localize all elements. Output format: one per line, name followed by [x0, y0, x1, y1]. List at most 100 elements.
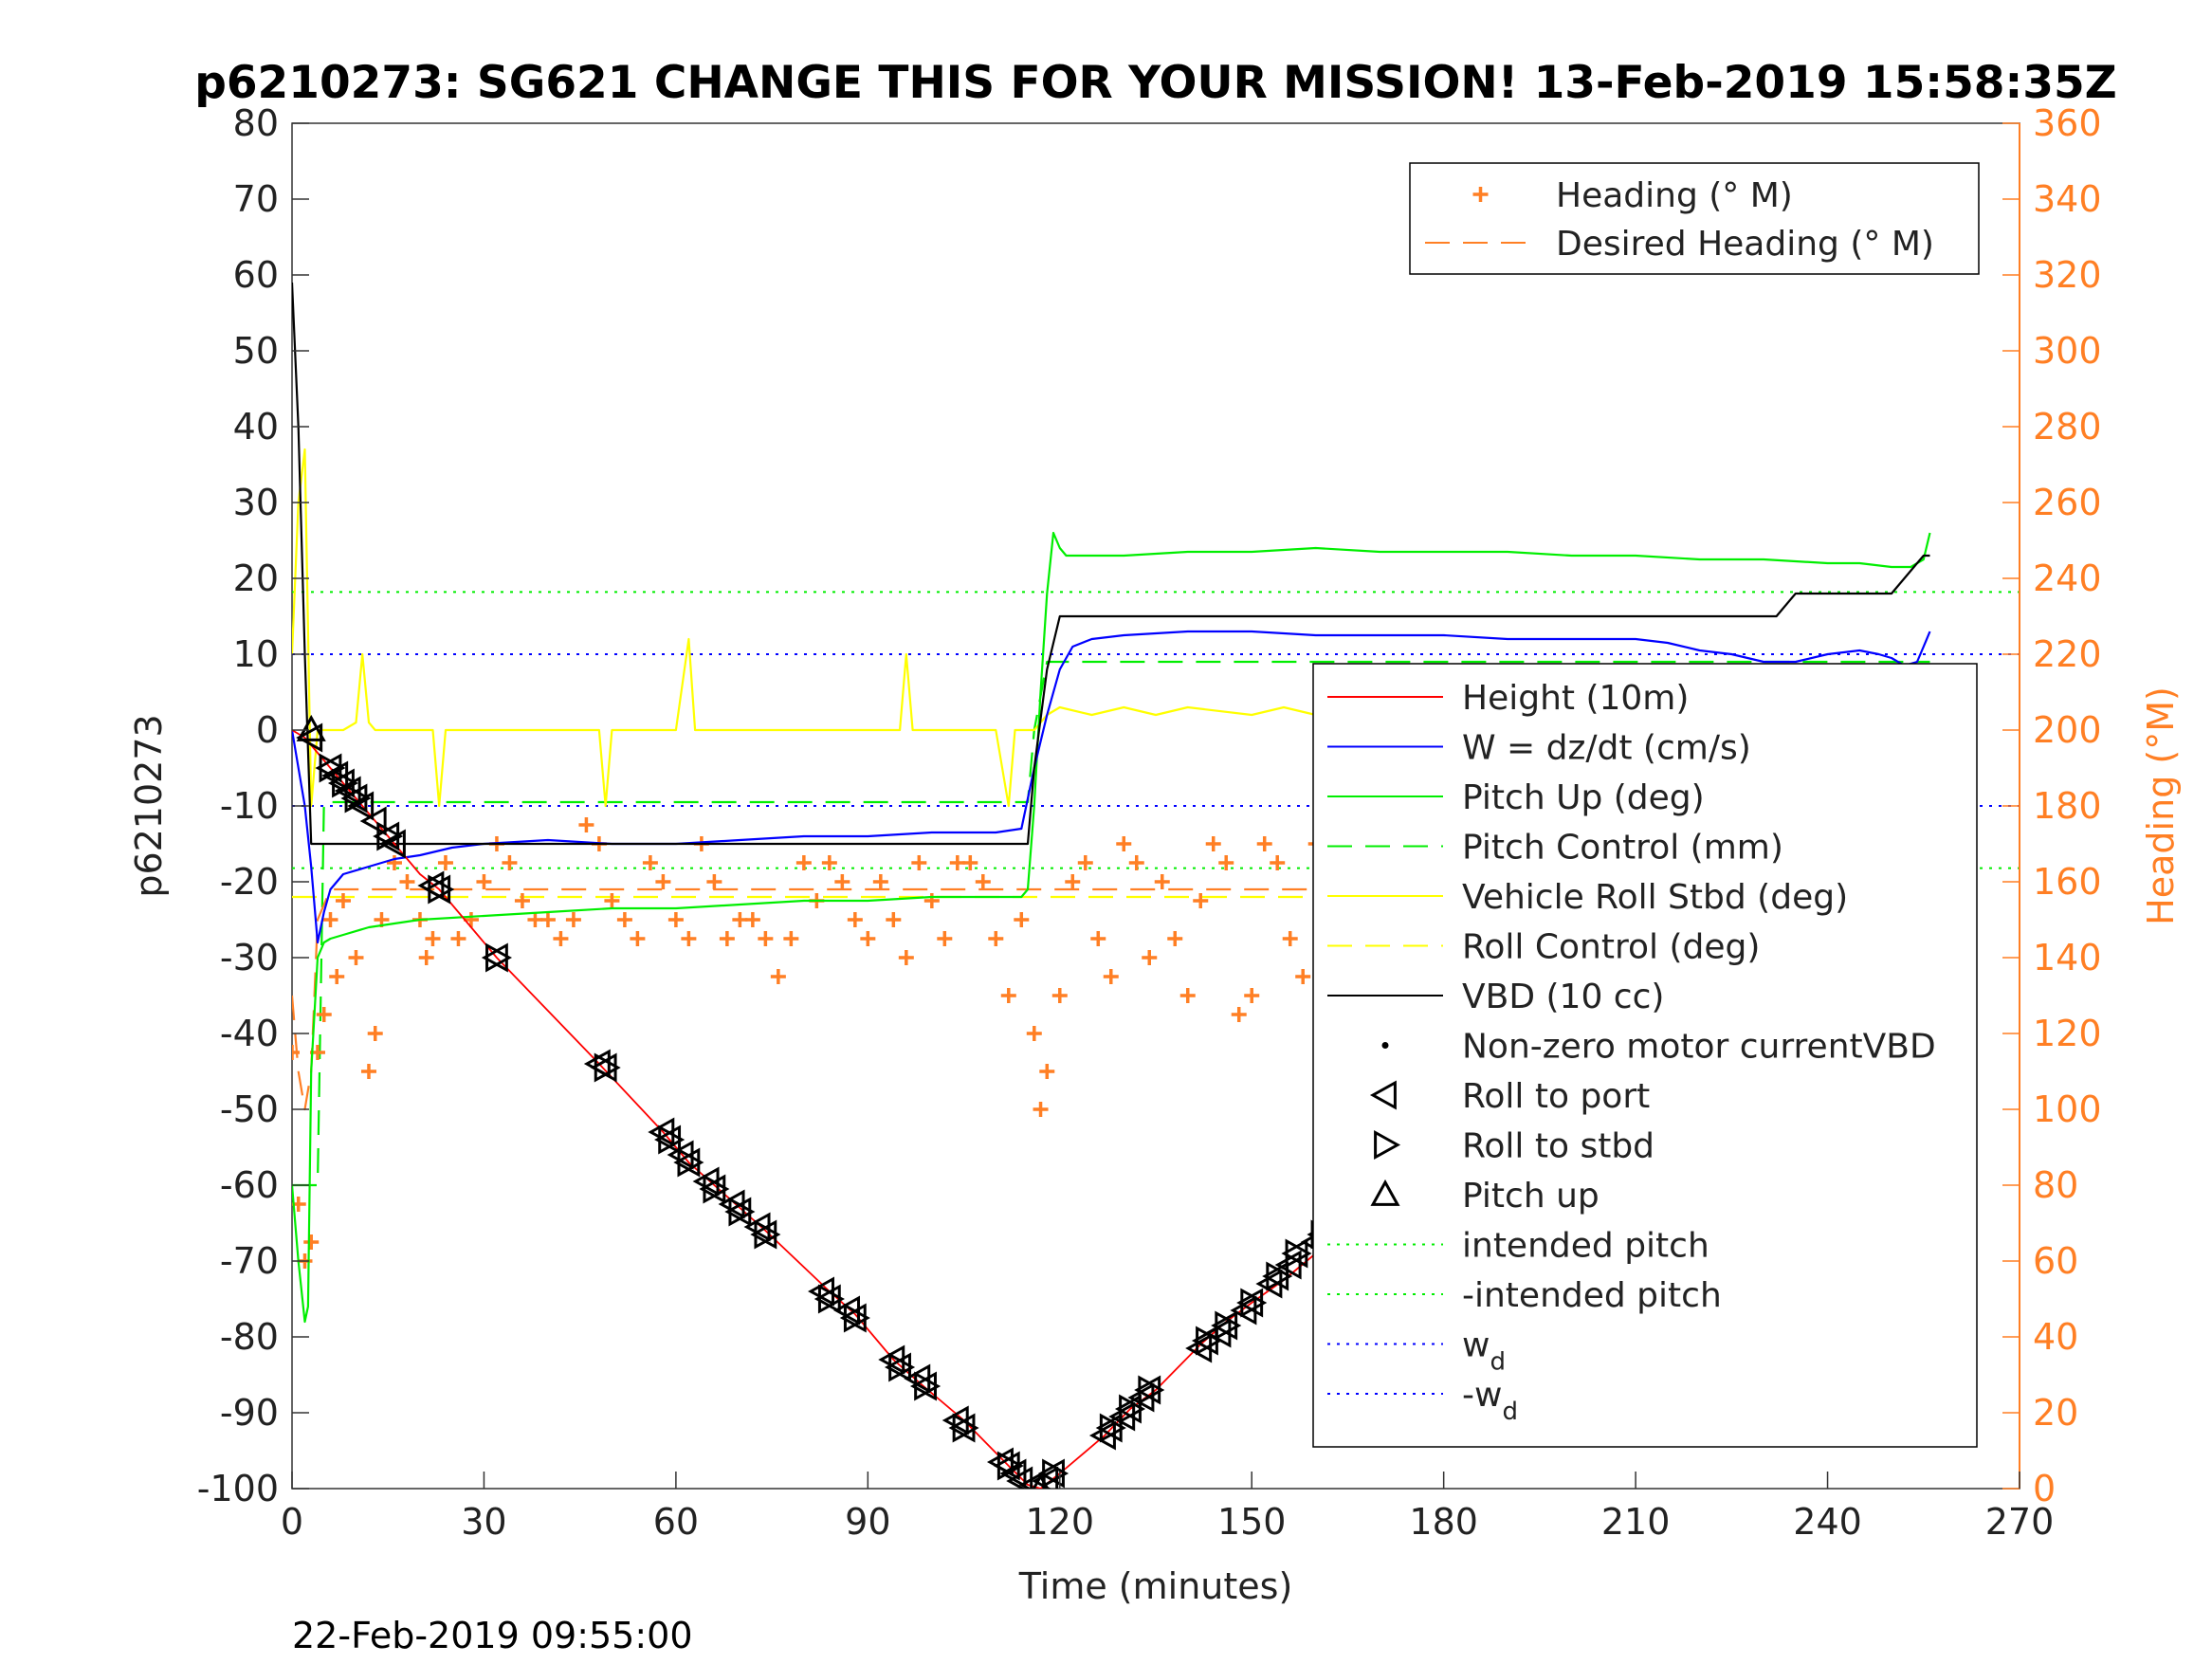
roll-to-port-marker — [347, 791, 375, 821]
y-tick-label: 10 — [233, 633, 279, 675]
legend-swatch — [1381, 1042, 1389, 1049]
roll-to-stbd-marker — [843, 1303, 870, 1333]
legend-label-subscript: d — [1490, 1348, 1506, 1377]
heading-point — [1193, 893, 1209, 908]
right-axis: 0 20 40 60 80 100 120 140 160 180 200 220 240 260 280 3… — [2002, 102, 2102, 1509]
roll-to-stbd-marker — [1215, 1310, 1242, 1341]
roll-to-stbd-marker — [1119, 1394, 1146, 1424]
heading-point — [1065, 874, 1081, 889]
roll-to-stbd-marker — [1099, 1413, 1126, 1443]
y2-tick-label: 300 — [2033, 330, 2102, 372]
heading-point — [962, 855, 978, 870]
legend-entry-intended-pitch-11: intended pitch — [1327, 1227, 1709, 1266]
series-pitch-up — [296, 714, 1050, 1489]
y-axis-label: p6210273 — [128, 714, 170, 897]
heading-point — [667, 912, 684, 927]
heading-point — [502, 855, 518, 870]
heading-point — [604, 893, 620, 908]
heading-point — [1231, 1007, 1247, 1022]
left-axis: -100-90-80-70-60-50-40-30-20-10010203040… — [197, 102, 309, 1509]
heading-point — [1128, 855, 1144, 870]
y2-tick-label: 260 — [2033, 482, 2102, 523]
heading-point — [1039, 1064, 1055, 1079]
heading-point — [578, 817, 594, 832]
heading-point — [898, 950, 914, 965]
heading-point — [329, 969, 345, 984]
heading-point — [463, 912, 479, 927]
heading-point — [642, 855, 658, 870]
heading-point — [476, 874, 492, 889]
x-tick-label: 30 — [461, 1501, 506, 1543]
y2-tick-label: 80 — [2033, 1164, 2078, 1206]
legend-entry-roll-to-port-8: Roll to port — [1369, 1077, 1650, 1116]
legend-label: intended pitch — [1462, 1227, 1709, 1266]
y2-tick-label: 40 — [2033, 1316, 2078, 1358]
heading-point — [681, 931, 697, 946]
right-axis-label: Heading (°M) — [2140, 686, 2182, 925]
x-tick-label: 270 — [1985, 1501, 2055, 1543]
heading-point — [923, 893, 940, 908]
heading-point — [1077, 855, 1093, 870]
heading-point — [1090, 931, 1106, 946]
heading-point — [303, 1234, 320, 1250]
roll-to-stbd-marker — [677, 1147, 704, 1178]
roll-to-stbd-marker — [485, 942, 513, 973]
heading-point — [655, 874, 671, 889]
heading-point — [975, 874, 991, 889]
heading-point — [514, 893, 530, 908]
heading-point — [565, 912, 581, 927]
heading-point — [1033, 1102, 1049, 1117]
y-tick-label: -40 — [220, 1013, 279, 1054]
y-tick-label: 20 — [233, 558, 279, 599]
x-axis-label: Time (minutes) — [1018, 1565, 1293, 1607]
roll-to-stbd-marker — [914, 1371, 941, 1401]
roll-to-port-marker — [359, 806, 387, 836]
roll-to-stbd-marker — [594, 1052, 621, 1083]
roll-to-stbd-marker — [888, 1352, 916, 1382]
legend-entry-heading-m-0: Heading (° M) — [1472, 176, 1793, 215]
y2-tick-label: 0 — [2033, 1468, 2056, 1509]
x-tick-label: 240 — [1793, 1501, 1862, 1543]
legend-swatch — [1472, 187, 1489, 202]
roll-to-stbd-marker — [1240, 1288, 1268, 1318]
legend-box — [1312, 663, 1978, 1448]
heading-point — [1205, 836, 1221, 851]
series-vbd-10-cc — [292, 282, 1930, 846]
legend-main: Height (10m) W = dz/dt (cm/s) Pitch Up (de… — [1312, 663, 1978, 1448]
legend-entry-pitch-up-10: Pitch up — [1370, 1177, 1600, 1216]
roll-to-stbd-marker — [952, 1413, 979, 1443]
legend-label: W = dz/dt (cm/s) — [1462, 729, 1751, 768]
legend-label: Height (10m) — [1462, 679, 1689, 718]
roll-to-stbd-marker — [728, 1197, 756, 1227]
y2-tick-label: 320 — [2033, 254, 2102, 296]
heading-point — [770, 969, 786, 984]
y2-tick-label: 140 — [2033, 937, 2102, 978]
vbd-10-cc-line — [292, 282, 1930, 846]
y-tick-label: 40 — [233, 406, 279, 448]
bottom-axis: 0 30 60 90 120 150 180 210 240 270 — [281, 1472, 2054, 1543]
legend-label: Vehicle Roll Stbd (deg) — [1462, 878, 1848, 917]
y-tick-label: 50 — [233, 330, 279, 372]
heading-point — [1000, 988, 1016, 1003]
heading-point — [732, 912, 748, 927]
legend-entry-desired-heading-m-1: Desired Heading (° M) — [1425, 225, 1934, 264]
heading-point — [418, 950, 434, 965]
x-tick-label: 210 — [1601, 1501, 1671, 1543]
legend-label: Pitch Control (mm) — [1462, 829, 1783, 868]
w-dz-dt-cm-s-line — [292, 630, 1931, 944]
heading-point — [911, 855, 927, 870]
roll-to-port-marker — [1274, 1250, 1302, 1280]
legend-label: Pitch up — [1462, 1177, 1600, 1216]
roll-to-stbd-marker — [428, 874, 455, 905]
y2-tick-label: 220 — [2033, 633, 2102, 675]
legend-label: Pitch Up (deg) — [1462, 778, 1705, 817]
legend-label: Roll Control (deg) — [1462, 928, 1760, 967]
series-w-dz-dt-cm-s — [292, 630, 1931, 944]
roll-to-stbd-marker — [703, 1174, 730, 1204]
legend-swatch — [1369, 1080, 1397, 1110]
y-tick-label: 70 — [233, 178, 279, 220]
heading-point — [367, 1026, 383, 1041]
legend-label: VBD (10 cc) — [1462, 978, 1664, 1016]
